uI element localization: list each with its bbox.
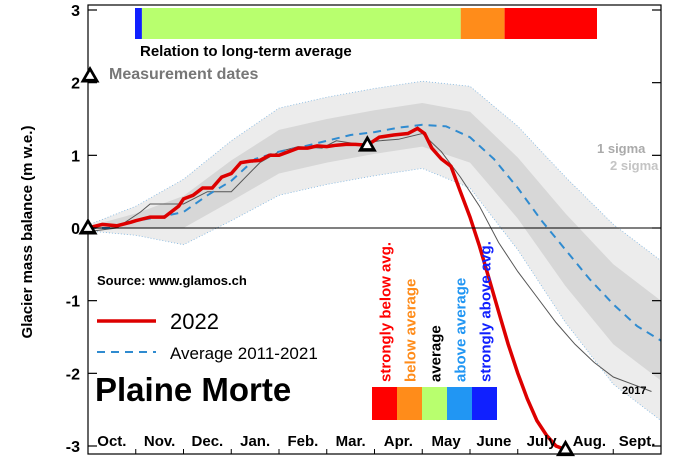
sigma2-lower-outline	[87, 167, 662, 421]
year-2017-label: 2017	[622, 385, 646, 397]
legend-average-label: Average 2011-2021	[170, 344, 318, 363]
x-tick-label: Dec.	[192, 433, 224, 450]
category-legend: strongly below avg. below average average a…	[372, 241, 497, 420]
category-swatch-1	[397, 387, 422, 420]
legend-2022-label: 2022	[170, 309, 219, 334]
relation-segment-0	[135, 8, 142, 39]
category-label-1: below average	[403, 279, 420, 382]
measurement-legend-marker-inner	[85, 71, 95, 79]
sigma2-label: 2 sigma	[610, 158, 659, 173]
category-label-4: strongly above avg.	[478, 241, 495, 382]
category-swatch-3	[447, 387, 472, 420]
x-tick-label: July	[527, 433, 558, 450]
category-swatch-0	[372, 387, 397, 420]
series-line-2017	[87, 132, 652, 392]
relation-segment-2	[460, 8, 505, 39]
sigma1-label: 1 sigma	[597, 141, 646, 156]
y-tick-label: -3	[66, 439, 80, 456]
x-tick-label: Nov.	[144, 433, 175, 450]
x-tick-label: Mar.	[336, 433, 366, 450]
y-tick-label: 2	[71, 76, 80, 93]
axes: 3 2 1 0 -1 -2 -3 Oct. Nov. Dec. Jan. Feb. Mar. Apr. Ma…	[66, 3, 662, 456]
relation-segment-3	[504, 8, 597, 39]
x-tick-label: June	[476, 433, 511, 450]
x-tick-label: Apr.	[384, 433, 413, 450]
category-label-2: average	[428, 325, 445, 382]
x-tick-label: May	[432, 433, 462, 450]
y-tick-label: 1	[71, 148, 80, 165]
x-tick-label: Sept.	[619, 433, 656, 450]
x-tick-label: Aug.	[573, 433, 606, 450]
series-line-2022	[87, 126, 567, 452]
category-label-3: above average	[453, 278, 470, 382]
x-tick-label: Oct.	[97, 433, 126, 450]
measurement-marker-0-inner	[83, 223, 93, 231]
category-swatch-2	[422, 387, 447, 420]
category-label-0: strongly below avg.	[378, 242, 395, 382]
relation-bar	[135, 8, 597, 39]
measurement-markers	[78, 66, 575, 457]
series-line-average-2011-2021	[88, 123, 662, 342]
measurement-dates-label: Measurement dates	[109, 66, 258, 83]
relation-bar-label: Relation to long-term average	[140, 43, 352, 60]
measurement-marker-2-inner	[561, 445, 570, 453]
y-tick-label: -2	[66, 366, 80, 383]
chart-title: Plaine Morte	[95, 371, 291, 408]
category-swatch-4	[472, 387, 497, 420]
y-tick-label: 0	[71, 221, 80, 238]
y-axis-label: Glacier mass balance (m w.e.)	[19, 126, 36, 339]
source-label: Source: www.glamos.ch	[97, 273, 247, 288]
x-tick-label: Jan.	[240, 433, 270, 450]
relation-segment-1	[141, 8, 461, 39]
measurement-marker-1-inner	[363, 140, 372, 149]
y-tick-label: -1	[66, 294, 80, 311]
x-tick-label: Feb.	[287, 433, 318, 450]
y-tick-label: 3	[71, 3, 80, 20]
series-lines	[87, 123, 662, 452]
